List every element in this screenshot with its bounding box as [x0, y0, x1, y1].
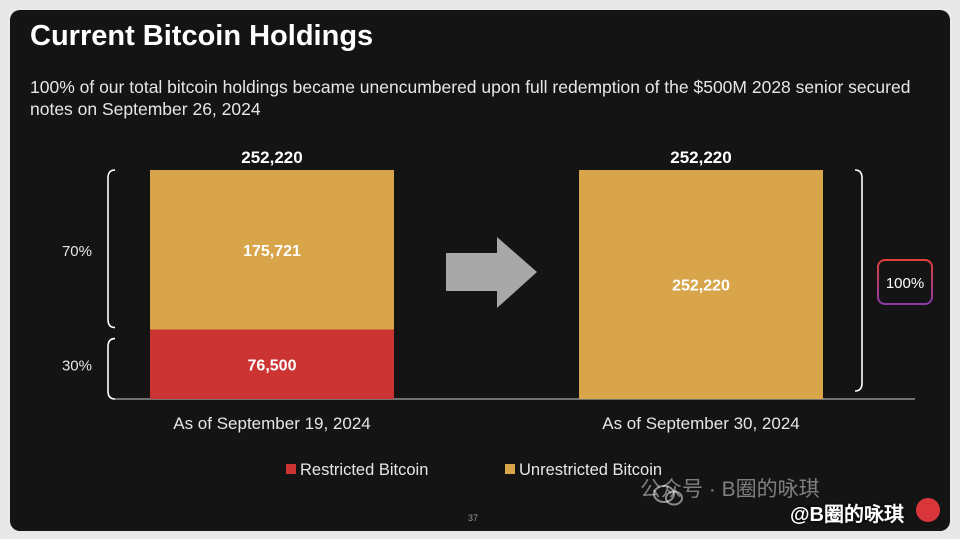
- bar-unrestricted-1: [150, 169, 394, 330]
- arrow-right-icon: [446, 237, 537, 308]
- avatar-badge: [916, 498, 940, 522]
- legend-swatch-1: [286, 464, 296, 474]
- data-label: 175,721: [243, 243, 301, 260]
- wechat-icon: [653, 485, 683, 506]
- data-label: 76,500: [248, 357, 297, 374]
- category-label: As of September 30, 2024: [602, 414, 800, 433]
- bracket-right: [854, 169, 863, 392]
- bar-unrestricted-2: [579, 170, 823, 399]
- bracket-label-70: 70%: [62, 243, 92, 260]
- slide-subtitle: 100% of our total bitcoin holdings becam…: [30, 77, 911, 119]
- legend-swatch-2: [505, 464, 515, 474]
- percent-box: [877, 259, 933, 305]
- bracket-left-bottom: [107, 337, 116, 400]
- category-label: As of September 19, 2024: [173, 414, 371, 433]
- total-label: 252,220: [241, 148, 302, 167]
- watermark-handle: @B圈的咏琪: [790, 504, 904, 526]
- total-label: 252,220: [670, 148, 731, 167]
- bracket-label-100: 100%: [886, 275, 924, 292]
- page-number: 37: [468, 513, 479, 523]
- legend-label-2: Unrestricted Bitcoin: [519, 461, 662, 479]
- bar-restricted-1: [150, 329, 394, 399]
- data-label: 252,220: [672, 278, 730, 295]
- watermark-text: 公众号 · B圈的咏琪: [640, 478, 820, 501]
- legend-label-1: Restricted Bitcoin: [300, 461, 428, 479]
- bracket-label-30: 30%: [62, 357, 92, 374]
- slide-title: Current Bitcoin Holdings: [30, 20, 374, 52]
- bracket-left-top: [107, 169, 116, 329]
